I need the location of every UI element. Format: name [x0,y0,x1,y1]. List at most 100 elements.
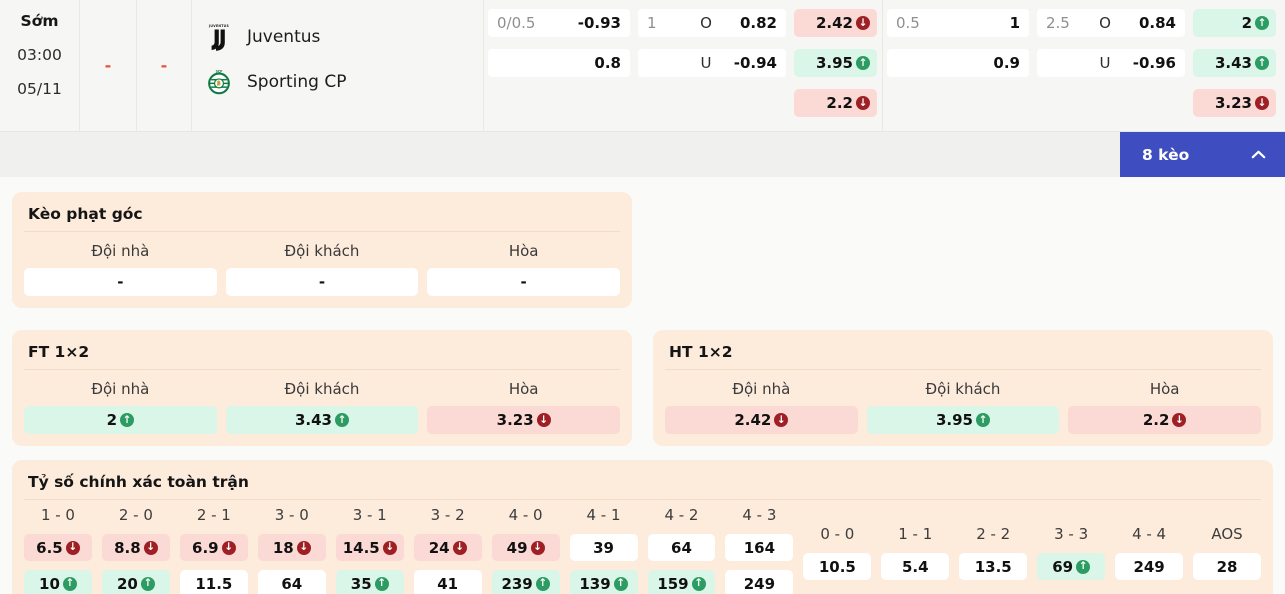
score-top-cell[interactable]: 64 [647,534,716,561]
score-top-cell[interactable]: 14.5 [335,534,404,561]
draw-score-cell[interactable]: 5.4 [881,553,950,580]
score-column: 4 - 3 164 249 [725,506,794,594]
score-top-cell[interactable]: 49 [491,534,560,561]
corner-card-title: Kèo phạt góc [24,204,620,232]
odds-group-divider [882,0,883,131]
trend-icon [65,540,80,555]
score-bottom-cell[interactable]: 11.5 [179,570,248,594]
total1-over-odds[interactable]: 1 O 0.82 [638,9,786,37]
trend-icon [62,576,77,591]
home-team-row[interactable]: JUVENTUS Juventus [205,23,483,51]
draw-score-cell[interactable]: 28 [1193,553,1261,580]
x12-1-home-cell[interactable]: 2.42 [794,9,877,37]
sporting-cp-logo: SCP [205,68,233,96]
score-bottom-cell[interactable]: 249 [725,570,794,594]
draw-score-cell[interactable]: 10.5 [803,553,872,580]
ht-card-title: HT 1×2 [665,342,1261,370]
score-top-cell[interactable]: 6.9 [179,534,248,561]
x12-2-home-cell[interactable]: 2 [1193,9,1276,37]
odds-count-label: 8 kèo [1142,145,1190,164]
top-odds-area: 0/0.5 -0.93 0.8 1 O 0.82 U -0.94 [484,0,1285,131]
total2-over-odds[interactable]: 2.5 O 0.84 [1037,9,1185,37]
corner-home-cell[interactable]: - [24,268,217,296]
trend-icon [1255,16,1269,30]
score-label: 2 - 1 [196,506,231,524]
dash-value: - [160,56,168,75]
hdc2-away-odds[interactable]: 0.9 [887,49,1029,77]
ft-draw-cell[interactable]: 3.23 [427,406,620,434]
hdc2-line: 0.5 [896,14,920,32]
draw-score-column: AOS 28 [1193,506,1261,594]
away-header: Đội khách [925,380,1001,398]
score-bottom-cell[interactable]: 139 [569,570,638,594]
hdc1-away-value: 0.8 [594,54,621,72]
ft-away-cell[interactable]: 3.43 [225,406,419,434]
score-label: 4 - 0 [508,506,543,524]
over-label: O [700,14,712,32]
trend-icon [335,413,349,427]
match-time-column: Sớm 03:00 05/11 [0,0,80,131]
score-label: 2 - 2 [976,525,1011,543]
home-header: Đội nhà [91,380,150,398]
ht-away-cell[interactable]: 3.95 [866,406,1060,434]
hdc2-home-odds[interactable]: 0.5 1 [887,9,1029,37]
trend-icon [1172,413,1187,427]
score-bottom-cell[interactable]: 64 [257,570,326,594]
score-bottom-cell[interactable]: 239 [491,570,560,594]
ft-home-cell[interactable]: 2 [24,406,217,434]
hdc1-home-odds[interactable]: 0/0.5 -0.93 [488,9,630,37]
home-team-name: Juventus [247,27,321,47]
score-bottom-cell[interactable]: 41 [413,570,482,594]
score-top-cell[interactable]: 24 [413,534,482,561]
score-column: 3 - 0 18 64 [257,506,326,594]
score-column: 4 - 2 64 159 [647,506,716,594]
draw-score-cell[interactable]: 249 [1115,553,1184,580]
teams-column: JUVENTUS Juventus SCP Sporting C [192,0,484,131]
trend-icon [1255,56,1269,70]
x12-2-draw-cell[interactable]: 3.23 [1193,89,1276,117]
odds-sections: Kèo phạt góc Đội nhà Đội khách Hòa - - -… [0,177,1285,594]
ht-draw-cell[interactable]: 2.2 [1068,406,1261,434]
trend-icon [1076,559,1091,574]
trend-icon [691,576,706,591]
score-bottom-cell[interactable]: 159 [647,570,716,594]
draw-score-cell[interactable]: 69 [1037,553,1106,580]
match-date: 05/11 [17,80,62,98]
over-label: O [1099,14,1111,32]
trend-icon [452,540,467,555]
x12-1-away-cell[interactable]: 3.95 [794,49,877,77]
x12-1-draw-cell[interactable]: 2.2 [794,89,877,117]
trend-icon [536,413,551,427]
hdc1-away-odds[interactable]: 0.8 [488,49,630,77]
score-top-cell[interactable]: 18 [257,534,326,561]
corner-away-cell[interactable]: - [225,268,419,296]
draw-score-cell[interactable]: 13.5 [959,553,1028,580]
score-top-cell[interactable]: 8.8 [101,534,170,561]
total1-under-odds[interactable]: U -0.94 [638,49,786,77]
score-top-cell[interactable]: 164 [725,534,794,561]
total2-line: 2.5 [1046,14,1070,32]
ht-home-cell[interactable]: 2.42 [665,406,858,434]
total2-under-odds[interactable]: U -0.96 [1037,49,1185,77]
score-top-cell[interactable]: 6.5 [24,534,92,561]
score-bottom-cell[interactable]: 10 [24,570,92,594]
odds-count-toggle-button[interactable]: 8 kèo [1120,132,1285,177]
under-label: U [1099,54,1111,72]
juventus-logo: JUVENTUS [205,23,233,51]
away-team-row[interactable]: SCP Sporting CP [205,68,483,96]
trend-icon [535,576,550,591]
score-bottom-cell[interactable]: 35 [335,570,404,594]
total1-under-value: -0.94 [733,54,777,72]
draw-score-column: 0 - 0 10.5 [803,506,872,594]
under-label: U [700,54,712,72]
total1-over-value: 0.82 [739,14,777,32]
score-top-cell[interactable]: 39 [569,534,638,561]
away-header: Đội khách [284,242,360,260]
trend-icon [374,576,389,591]
score-bottom-cell[interactable]: 20 [101,570,170,594]
score-label: 0 - 0 [820,525,855,543]
total2-over-value: 0.84 [1138,14,1176,32]
trend-icon [856,56,870,70]
x12-2-away-cell[interactable]: 3.43 [1193,49,1276,77]
corner-draw-cell[interactable]: - [427,268,620,296]
